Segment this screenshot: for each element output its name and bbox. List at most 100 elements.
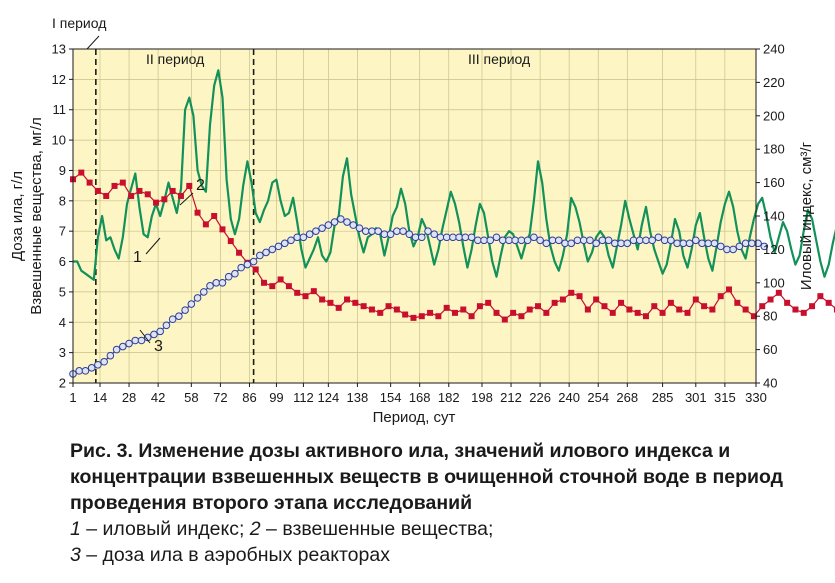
series-sludge_index-point-45 [443,304,450,311]
series-sludge_index-point-10 [153,199,160,206]
series-sludge_dose-point-78 [554,236,563,245]
series-sludge_dose-point-100 [691,236,700,245]
series-sludge_dose-point-73 [523,236,532,245]
series-sludge_dose-point-3 [87,364,96,372]
y-left-tick-label-3: 5 [59,284,66,299]
series-sludge_dose-point-94 [654,233,663,242]
series-sludge_dose-point-54 [405,230,414,239]
series-sludge_dose-point-40 [318,224,326,232]
series-sludge_index-point-65 [609,309,616,316]
x-tick-label-6: 86 [242,390,256,405]
series-sludge_index-point-64 [601,303,608,310]
y-axis-label-right: Иловый индекс, см³/г [798,141,815,290]
series-sludge_index-point-41 [410,314,417,321]
series-suspended_solids [73,69,835,281]
series-sludge_dose-point-26 [231,269,239,278]
series-sludge_dose-point-60 [442,233,451,242]
series-sludge_index-point-76 [701,303,708,310]
series-sludge_dose-point-55 [411,233,420,242]
series-sludge_dose-point-77 [548,236,557,245]
series-sludge_dose-point-74 [530,233,538,242]
x-tick-label-20: 285 [652,390,674,405]
series-sludge_dose-point-49 [374,227,382,235]
series-sludge_index-point-53 [510,309,517,316]
series-sludge_index-point-87 [792,306,799,313]
series-sludge_index-point-37 [377,309,384,316]
period-label-1: I период [52,15,106,31]
series-sludge_index-point-73 [676,306,683,313]
series-sludge_dose-point-86 [604,236,613,245]
series-sludge_dose-point-48 [368,227,376,235]
series-sludge_dose-point-81 [573,236,582,245]
series-sludge_index-point-55 [526,306,533,313]
y-left-tick-label-1: 3 [59,345,66,360]
series-sludge_index-point-25 [277,276,284,283]
y-right-tick-label-7: 180 [763,142,785,157]
y-right-tick-label-8: 200 [763,108,785,123]
callout-3: 3 [154,338,163,355]
series-sludge_index-point-89 [809,303,816,310]
x-tick-label-22: 315 [714,390,736,405]
series-sludge_dose-point-68 [492,233,501,242]
series-sludge_dose-point-98 [679,239,688,248]
series-sludge_dose-point-10 [131,336,140,345]
series-sludge_index-point-69 [642,313,649,320]
y-right-tick-label-1: 60 [763,342,777,357]
y-left-tick-label-7: 9 [59,163,66,178]
series-sludge_dose-point-89 [623,239,632,248]
series-sludge_dose-point-30 [256,251,264,260]
series-sludge_dose-point-34 [280,239,289,248]
plot-area [73,49,756,383]
series-sludge_index-point-30 [319,296,326,303]
series-sludge_index-point-67 [626,306,633,313]
series-sludge_dose-point-83 [586,236,594,245]
y-left-tick-label-5: 7 [59,224,66,239]
series-sludge_dose-point-19 [187,300,196,308]
series-sludge_index-point-5 [111,182,118,189]
period-label-2: II период [146,51,204,67]
series-sludge_dose-point-37 [299,233,308,242]
series-sludge_index-point-18 [219,226,226,233]
series-sludge_index-point-71 [659,309,666,316]
y-left-tick-label-8: 10 [52,133,66,148]
series-sludge_index-point-16 [202,221,209,228]
series-sludge_dose-point-8 [119,342,127,351]
x-tick-label-16: 226 [529,390,551,405]
series-sludge_index-point-31 [327,299,334,306]
x-tick-label-11: 154 [380,390,402,405]
series-sludge_dose-point-99 [685,239,694,248]
series-sludge_dose-point-45 [349,221,358,229]
series-sludge_dose-point-24 [218,279,227,287]
series-sludge_index-point-77 [709,306,716,313]
series-sludge_dose-point-106 [729,245,737,254]
series-sludge_index-point-75 [692,296,699,303]
series-sludge_dose-point-25 [224,272,233,281]
x-tick-label-18: 254 [587,390,609,405]
series-sludge_dose-point-4 [94,360,102,369]
series-sludge_dose-point-33 [274,242,283,251]
x-tick-label-21: 301 [685,390,707,405]
series-sludge_dose-point-50 [380,230,389,239]
series-sludge_dose-point-58 [430,230,439,239]
series-sludge_dose-point-27 [237,263,245,272]
series-sludge_dose-point-56 [417,233,426,242]
labels: Период, сут Доза ила, г/л Взвешенные вещ… [9,15,815,426]
series-sludge_dose-point-90 [629,236,638,245]
series-sludge_index-point-22 [252,266,259,273]
series-sludge_dose-point-92 [642,236,650,245]
series-sludge_index-point-13 [177,192,184,199]
series-sludge_index-point-56 [535,303,542,310]
series-sludge_index-point-6 [119,179,126,186]
series-sludge_dose-point-44 [343,218,351,226]
series-sludge_dose-point-108 [741,239,750,248]
series-sludge_dose-point-65 [474,236,482,245]
series-sludge_dose-point-67 [486,236,495,245]
x-tick-label-8: 112 [293,390,314,405]
series-sludge_dose-point-105 [723,245,731,254]
series-sludge_dose-point-95 [660,236,669,245]
series-sludge_index-point-90 [817,293,824,300]
y-right-tick-label-3: 100 [763,275,785,290]
caption-legend-line-1: 1 – иловый индекс; 2 – взвешенные вещест… [70,516,830,542]
series-sludge_dose [69,215,769,378]
series-sludge_index-point-33 [344,296,351,303]
